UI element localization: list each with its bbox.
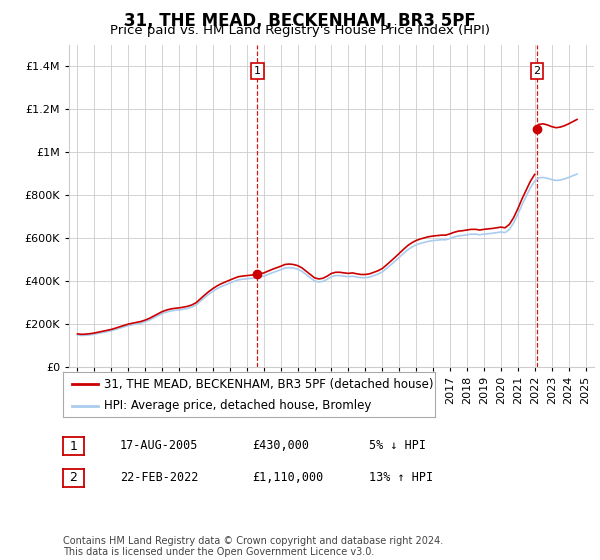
- Text: 31, THE MEAD, BECKENHAM, BR3 5PF: 31, THE MEAD, BECKENHAM, BR3 5PF: [124, 12, 476, 30]
- Text: 5% ↓ HPI: 5% ↓ HPI: [369, 438, 426, 452]
- Text: £1,110,000: £1,110,000: [252, 470, 323, 484]
- Text: £430,000: £430,000: [252, 438, 309, 452]
- Text: Price paid vs. HM Land Registry's House Price Index (HPI): Price paid vs. HM Land Registry's House …: [110, 24, 490, 37]
- Text: 13% ↑ HPI: 13% ↑ HPI: [369, 470, 433, 484]
- Text: 2: 2: [70, 472, 77, 484]
- Text: Contains HM Land Registry data © Crown copyright and database right 2024.
This d: Contains HM Land Registry data © Crown c…: [63, 535, 443, 557]
- Text: 1: 1: [70, 440, 77, 452]
- Text: HPI: Average price, detached house, Bromley: HPI: Average price, detached house, Brom…: [104, 399, 371, 412]
- Text: 1: 1: [254, 66, 261, 76]
- Text: 31, THE MEAD, BECKENHAM, BR3 5PF (detached house): 31, THE MEAD, BECKENHAM, BR3 5PF (detach…: [104, 377, 433, 390]
- Text: 2: 2: [533, 66, 541, 76]
- Text: 22-FEB-2022: 22-FEB-2022: [120, 470, 199, 484]
- Text: 17-AUG-2005: 17-AUG-2005: [120, 438, 199, 452]
